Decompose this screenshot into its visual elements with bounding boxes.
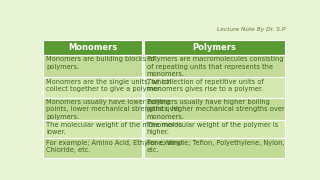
Bar — [144, 98, 285, 120]
Text: The collection of repetitive units of
monomers gives rise to a polymer.: The collection of repetitive units of mo… — [147, 79, 263, 92]
Text: Polymers are macromolecules consisting
of repeating units that represents the
mo: Polymers are macromolecules consisting o… — [147, 56, 283, 77]
Bar — [43, 55, 142, 77]
Text: Lecture Note By Dr. S.P: Lecture Note By Dr. S.P — [217, 27, 285, 32]
Bar — [144, 40, 285, 55]
Text: Monomers are the single units, which
collect together to give a polymer.: Monomers are the single units, which col… — [46, 79, 171, 92]
Bar — [43, 98, 142, 120]
Text: The molecular weight of the monomer is
lower.: The molecular weight of the monomer is l… — [46, 122, 182, 135]
Text: Polymers: Polymers — [192, 43, 236, 52]
Bar — [43, 77, 142, 98]
Bar — [144, 120, 285, 138]
Bar — [43, 40, 142, 55]
Text: Polymers usually have higher boiling
points, higher mechanical strengths over
mo: Polymers usually have higher boiling poi… — [147, 99, 284, 120]
Bar — [144, 55, 285, 77]
Text: For example; Teflon, Polyethylene, Nylon,
etc.: For example; Teflon, Polyethylene, Nylon… — [147, 140, 284, 153]
Text: Monomers: Monomers — [68, 43, 117, 52]
Text: The molecular weight of the polymer is
higher.: The molecular weight of the polymer is h… — [147, 122, 278, 135]
Bar — [43, 120, 142, 138]
Text: Monomers are building blocks of
polymers.: Monomers are building blocks of polymers… — [46, 56, 155, 69]
Bar — [43, 138, 142, 158]
Bar — [144, 138, 285, 158]
Text: Monomers usually have lower boiling
points, lower mechanical strengths over
poly: Monomers usually have lower boiling poin… — [46, 99, 180, 120]
Text: For example; Amino Acid, Ethylene, Vinyl
Chloride, etc.: For example; Amino Acid, Ethylene, Vinyl… — [46, 140, 183, 153]
Bar — [144, 77, 285, 98]
